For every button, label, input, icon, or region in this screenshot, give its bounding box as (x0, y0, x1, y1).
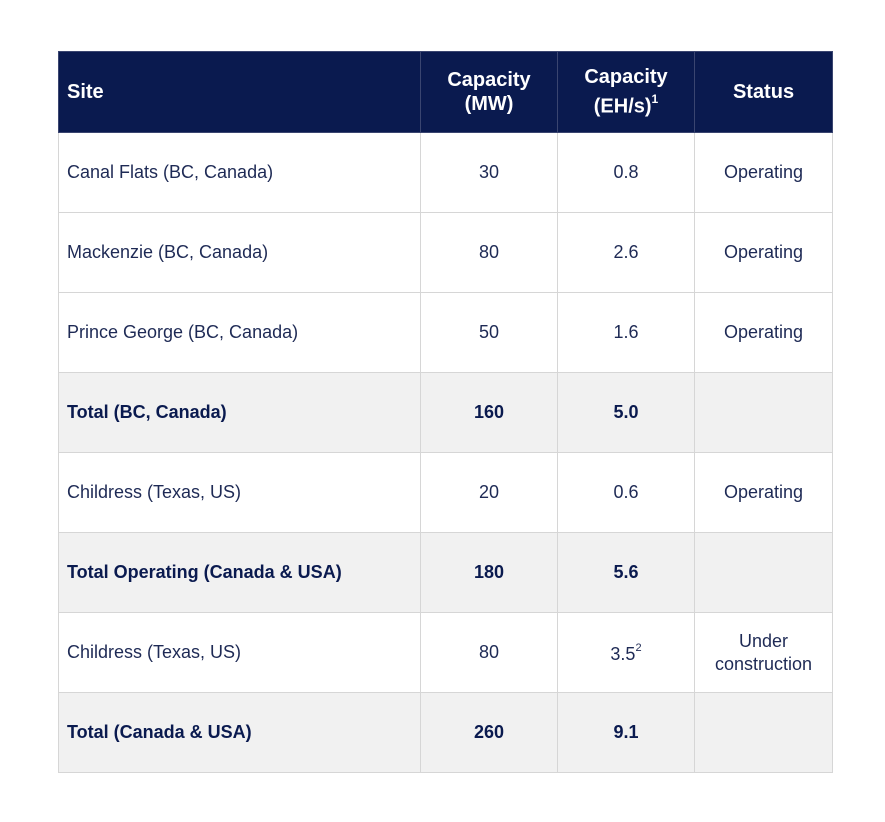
table-row: Childress (Texas, US) 20 0.6 Operating (58, 452, 833, 533)
site-name: Canal Flats (BC, Canada) (67, 162, 274, 182)
site-cell: Total Operating (Canada & USA) (58, 532, 421, 613)
status-cell: Operating (694, 452, 833, 533)
site-cell: Total (BC, Canada) (58, 372, 421, 453)
header-status-label: Status (732, 81, 795, 103)
capacity-eh-value: 0.6 (613, 482, 639, 502)
capacity-mw-value: 260 (473, 722, 505, 742)
status-cell (694, 532, 833, 613)
capacity-eh-cell: 2.6 (557, 212, 695, 293)
capacity-eh-cell: 0.8 (557, 132, 695, 213)
header-capacity-eh: Capacity (EH/s)1 (557, 51, 695, 133)
header-capacity-mw: Capacity (MW) (420, 51, 558, 133)
capacity-mw-value: 160 (473, 402, 505, 422)
capacity-eh-cell: 5.6 (557, 532, 695, 613)
total-row: Total (BC, Canada) 160 5.0 (58, 372, 833, 453)
site-cell: Canal Flats (BC, Canada) (58, 132, 421, 213)
capacity-mw-value: 80 (478, 642, 500, 662)
table-row: Mackenzie (BC, Canada) 80 2.6 Operating (58, 212, 833, 293)
capacity-eh-value: 3.5 (610, 644, 636, 664)
capacity-mw-cell: 260 (420, 692, 558, 773)
status-cell: Operating (694, 132, 833, 213)
site-name: Prince George (BC, Canada) (67, 322, 299, 342)
header-capacity-mw-line1: Capacity (447, 69, 531, 91)
capacity-mw-value: 20 (478, 482, 500, 502)
header-site-label: Site (67, 81, 104, 103)
capacity-mw-value: 80 (478, 242, 500, 262)
site-name: Childress (Texas, US) (67, 482, 242, 502)
header-capacity-mw-line2: (MW) (464, 93, 514, 115)
site-name: Mackenzie (BC, Canada) (67, 242, 269, 262)
site-name: Total (Canada & USA) (67, 722, 252, 742)
capacity-mw-cell: 160 (420, 372, 558, 453)
table-body: Canal Flats (BC, Canada) 30 0.8 Operatin… (58, 132, 833, 773)
capacity-eh-value: 0.8 (613, 162, 639, 182)
site-cell: Childress (Texas, US) (58, 452, 421, 533)
capacity-eh-cell: 3.52 (557, 612, 695, 693)
status-cell: Operating (694, 212, 833, 293)
capacity-eh-value: 9.1 (613, 722, 639, 742)
capacity-mw-cell: 30 (420, 132, 558, 213)
capacity-mw-cell: 50 (420, 292, 558, 373)
site-name: Childress (Texas, US) (67, 642, 242, 662)
site-cell: Mackenzie (BC, Canada) (58, 212, 421, 293)
header-status: Status (694, 51, 833, 133)
status-value: Under construction (714, 630, 813, 674)
site-cell: Prince George (BC, Canada) (58, 292, 421, 373)
site-cell: Total (Canada & USA) (58, 692, 421, 773)
site-name: Total (BC, Canada) (67, 402, 227, 422)
capacity-eh-value: 2.6 (613, 242, 639, 262)
status-cell (694, 692, 833, 773)
capacity-mw-value: 30 (478, 162, 500, 182)
header-row: Site Capacity (MW) Capacity (EH/s)1 Stat… (58, 51, 833, 133)
capacity-mw-value: 50 (478, 322, 500, 342)
status-value: Operating (723, 322, 804, 342)
site-cell: Childress (Texas, US) (58, 612, 421, 693)
capacity-table-container: Site Capacity (MW) Capacity (EH/s)1 Stat… (58, 51, 833, 773)
site-capacity-table: Site Capacity (MW) Capacity (EH/s)1 Stat… (58, 51, 833, 773)
capacity-mw-cell: 180 (420, 532, 558, 613)
status-value: Operating (723, 242, 804, 262)
capacity-eh-footnote: 2 (635, 642, 642, 654)
header-capacity-eh-footnote: 1 (651, 92, 659, 107)
status-cell: Operating (694, 292, 833, 373)
capacity-eh-value: 5.0 (613, 402, 639, 422)
capacity-mw-value: 180 (473, 562, 505, 582)
header-capacity-eh-line1: Capacity (584, 66, 668, 89)
capacity-eh-cell: 5.0 (557, 372, 695, 453)
table-header: Site Capacity (MW) Capacity (EH/s)1 Stat… (58, 51, 833, 133)
capacity-eh-value: 5.6 (613, 562, 639, 582)
capacity-eh-value: 1.6 (613, 322, 639, 342)
status-cell: Under construction (694, 612, 833, 693)
capacity-mw-cell: 80 (420, 612, 558, 693)
status-value: Operating (723, 162, 804, 182)
table-row: Prince George (BC, Canada) 50 1.6 Operat… (58, 292, 833, 373)
header-site: Site (58, 51, 421, 133)
table-row: Childress (Texas, US) 80 3.52 Under cons… (58, 612, 833, 693)
capacity-eh-cell: 0.6 (557, 452, 695, 533)
total-row: Total Operating (Canada & USA) 180 5.6 (58, 532, 833, 613)
status-cell (694, 372, 833, 453)
capacity-eh-cell: 1.6 (557, 292, 695, 373)
status-value: Operating (723, 482, 804, 502)
table-row: Canal Flats (BC, Canada) 30 0.8 Operatin… (58, 132, 833, 213)
header-capacity-eh-line2: (EH/s) (593, 95, 652, 118)
capacity-mw-cell: 80 (420, 212, 558, 293)
site-name: Total Operating (Canada & USA) (67, 562, 342, 582)
capacity-eh-cell: 9.1 (557, 692, 695, 773)
capacity-mw-cell: 20 (420, 452, 558, 533)
total-row: Total (Canada & USA) 260 9.1 (58, 692, 833, 773)
